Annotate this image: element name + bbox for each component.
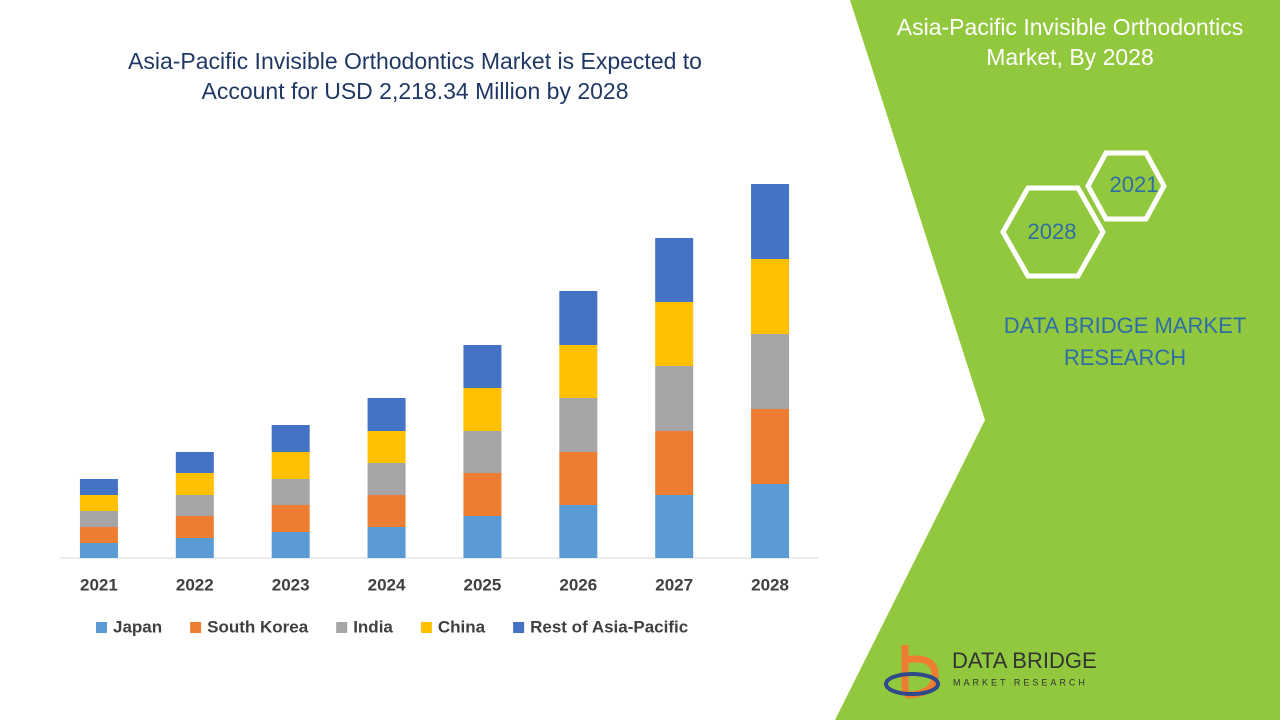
bar-segment [271,425,310,452]
title-box: Asia-Pacific Invisible Orthodontics Mark… [128,48,702,104]
side-panel-bg [835,0,1280,720]
bar-segment [559,505,598,558]
legend-swatch [420,622,432,633]
bar-segment [271,452,310,479]
bar-segment [175,538,214,558]
legend-label: China [438,617,486,636]
x-tick-label: 2027 [655,575,693,594]
hexagon [1085,150,1167,222]
brand-box: DATA BRIDGE MARKET RESEARCH [1003,313,1247,370]
bar-segment [175,495,214,516]
bar-segment [655,366,694,431]
legend-label: South Korea [207,617,309,636]
bar-segment [367,463,406,495]
bar-segment [367,527,406,558]
bar-segment [79,527,118,543]
x-tick-label: 2022 [176,575,214,594]
bar-segment [751,184,790,259]
bar-segment [271,532,310,558]
legend-label: India [353,617,393,636]
bar-segment [175,516,214,538]
logo-name: DATA BRIDGE [952,648,1097,673]
bar-segment [751,409,790,484]
bar-segment [79,543,118,558]
bar-segment [655,238,694,302]
bar-segment [655,495,694,558]
bar-segment [367,431,406,463]
bar-segment [367,495,406,527]
bar-segment [463,388,502,431]
x-tick-label: 2028 [751,575,789,594]
bar-segment [367,398,406,431]
bar-segment [751,259,790,334]
x-tick-label: 2023 [272,575,310,594]
side-title-box: Asia-Pacific Invisible Orthodontics Mark… [896,14,1244,70]
bar-segment [559,452,598,505]
x-tick-label: 2025 [464,575,502,594]
hexagon-label: 2021 [1110,172,1159,197]
bar-segment [463,516,502,558]
bar-segment [655,302,694,366]
brand-text: DATA BRIDGE MARKET RESEARCH [1003,313,1247,370]
bar-segment [463,431,502,473]
logo-tagline: MARKET RESEARCH [953,677,1088,687]
legend-swatch [336,622,348,633]
hexagon [1000,185,1106,279]
bar-segment [175,473,214,495]
bar-segment [271,479,310,505]
legend-label: Rest of Asia-Pacific [530,617,688,636]
bar-segment [559,291,598,345]
bar-segment [751,334,790,409]
bar-segment [463,473,502,516]
hexagon-label: 2028 [1028,219,1077,244]
bar-segment [655,431,694,495]
x-tick-label: 2021 [80,575,118,594]
bar-segment [559,345,598,398]
x-tick-label: 2024 [368,575,406,594]
side-title: Asia-Pacific Invisible Orthodontics Mark… [896,14,1244,70]
bar-segment [79,511,118,527]
legend-swatch [190,622,202,633]
logo-mark [884,672,940,696]
bar-segment [175,452,214,473]
x-tick-label: 2026 [559,575,597,594]
chart-title: Asia-Pacific Invisible Orthodontics Mark… [128,48,702,104]
legend-swatch [513,622,525,633]
bar-segment [751,484,790,558]
legend-label: Japan [113,617,162,636]
bar-segment [79,495,118,511]
bar-segment [463,345,502,388]
bar-segment [271,505,310,532]
legend-swatch [96,622,107,633]
bar-segment [559,398,598,452]
bar-segment [79,479,118,495]
